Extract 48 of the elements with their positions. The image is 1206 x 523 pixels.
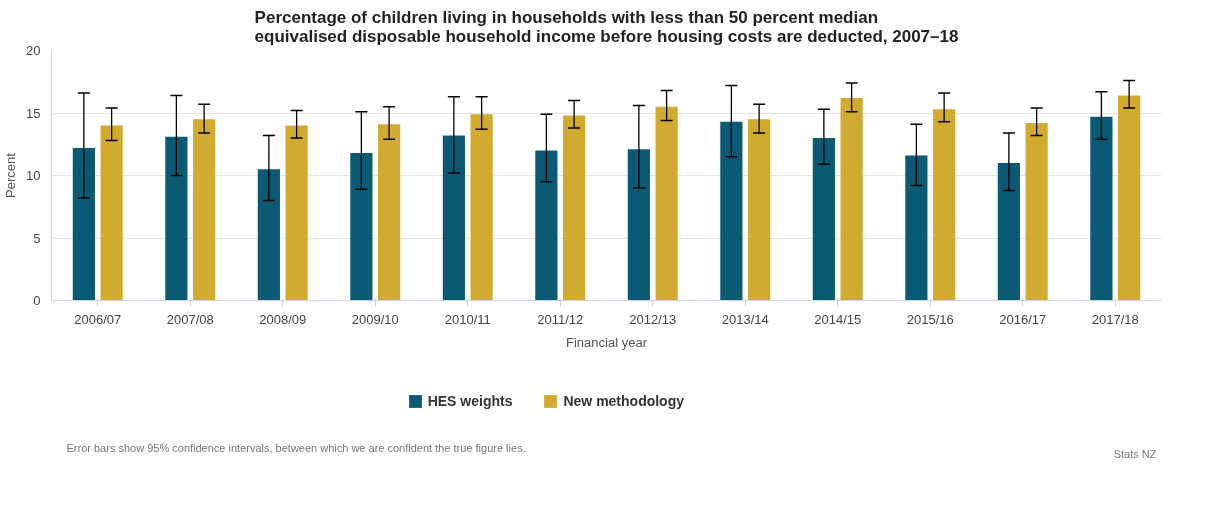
- text: Error bars show 95% confidence intervals, between which we are confident the true figure lies.: [66, 441, 526, 454]
- bar: [535, 150, 558, 301]
- x-tick-label: 2008/09: [259, 311, 307, 327]
- x-tick-label: 2006/07: [74, 311, 122, 327]
- bar: [442, 135, 465, 301]
- bar: [470, 114, 493, 301]
- bar: [165, 136, 188, 301]
- x-tick-label: 2015/16: [906, 311, 954, 327]
- bar: [627, 149, 650, 301]
- y-tick-label: 10: [26, 168, 41, 183]
- chart-title: Percentage of children living in households with less than 50 percent median equivalised disposable household income before housing costs are deducted, 2007–18: [254, 7, 959, 46]
- bar: [563, 115, 586, 301]
- bar: [1025, 123, 1048, 301]
- bar: [1090, 116, 1113, 301]
- bar: [72, 148, 95, 301]
- bar: [350, 153, 373, 301]
- x-axis-title: Financial year: [566, 334, 648, 350]
- x-tick-label: 2012/13: [629, 311, 677, 327]
- bar: [285, 125, 308, 301]
- x-tick-label: 2009/10: [351, 311, 399, 327]
- x-tick-label: 2013/14: [721, 311, 769, 327]
- x-tick-label: 2010/11: [444, 311, 491, 327]
- y-tick-label: 0: [33, 293, 41, 308]
- bar: [655, 106, 678, 301]
- bar: [193, 119, 216, 301]
- bar: [257, 169, 280, 301]
- legend-label: HES weights: [427, 393, 513, 409]
- bar: [100, 125, 123, 301]
- x-tick-label: 2016/17: [999, 311, 1047, 327]
- bar: [378, 124, 401, 301]
- bar: [905, 155, 928, 301]
- bar: [812, 138, 835, 301]
- x-tick-label: 2007/08: [166, 311, 214, 327]
- y-tick-label: 15: [26, 105, 41, 121]
- bar: [997, 163, 1020, 301]
- x-tick-label: 2011/12: [537, 311, 584, 327]
- bar: [1118, 95, 1141, 301]
- bar: [933, 109, 956, 301]
- bar: [840, 98, 863, 301]
- y-tick-label: 20: [26, 43, 41, 58]
- bar: [748, 119, 771, 301]
- bar: [720, 121, 743, 301]
- y-tick-label: 5: [33, 230, 41, 246]
- legend-label: New methodology: [563, 393, 685, 409]
- text: Stats NZ: [1113, 447, 1157, 460]
- y-axis-title: Percent: [3, 152, 19, 198]
- x-tick-label: 2014/15: [814, 311, 862, 327]
- x-tick-label: 2017/18: [1091, 311, 1139, 327]
